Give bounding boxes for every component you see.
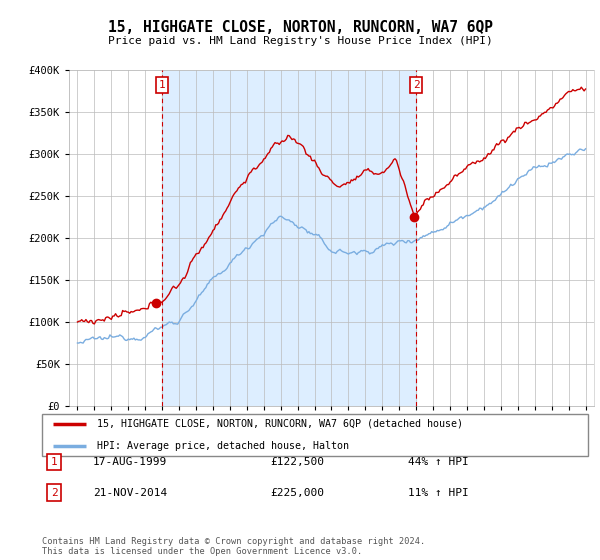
Text: 1: 1 (159, 80, 166, 90)
Text: Contains HM Land Registry data © Crown copyright and database right 2024.: Contains HM Land Registry data © Crown c… (42, 538, 425, 547)
Text: 11% ↑ HPI: 11% ↑ HPI (408, 488, 469, 498)
Text: 44% ↑ HPI: 44% ↑ HPI (408, 457, 469, 467)
Text: 15, HIGHGATE CLOSE, NORTON, RUNCORN, WA7 6QP: 15, HIGHGATE CLOSE, NORTON, RUNCORN, WA7… (107, 20, 493, 35)
Bar (162, 70, 416, 406)
Text: £122,500: £122,500 (270, 457, 324, 467)
Text: 2: 2 (413, 80, 419, 90)
Text: 2: 2 (50, 488, 58, 498)
Text: 1: 1 (50, 457, 58, 467)
Text: 15, HIGHGATE CLOSE, NORTON, RUNCORN, WA7 6QP (detached house): 15, HIGHGATE CLOSE, NORTON, RUNCORN, WA7… (97, 419, 463, 428)
Text: HPI: Average price, detached house, Halton: HPI: Average price, detached house, Halt… (97, 441, 349, 451)
FancyBboxPatch shape (42, 414, 588, 456)
Text: 21-NOV-2014: 21-NOV-2014 (93, 488, 167, 498)
Text: 17-AUG-1999: 17-AUG-1999 (93, 457, 167, 467)
Text: Price paid vs. HM Land Registry's House Price Index (HPI): Price paid vs. HM Land Registry's House … (107, 36, 493, 46)
Text: This data is licensed under the Open Government Licence v3.0.: This data is licensed under the Open Gov… (42, 548, 362, 557)
Text: £225,000: £225,000 (270, 488, 324, 498)
